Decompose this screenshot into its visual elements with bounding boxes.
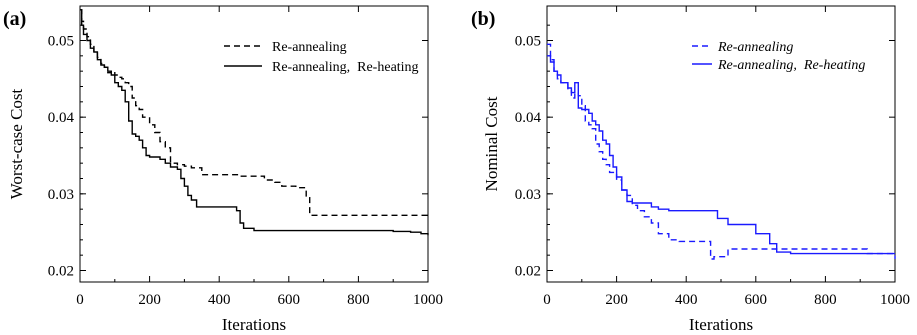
x-tick-label: 200 bbox=[138, 292, 161, 308]
y-tick-label: 0.03 bbox=[48, 187, 74, 203]
x-tick-label: 800 bbox=[347, 292, 370, 308]
x-tick-label: 400 bbox=[675, 292, 698, 308]
series-line-reannealing-reheating bbox=[547, 55, 895, 255]
x-axis-label-a: Iterations bbox=[222, 315, 286, 334]
panel-b: (b) 0 200 400 600 800 1000 0.02 0.03 0.04 0.05 It… bbox=[471, 5, 910, 334]
x-tick-label: 1000 bbox=[880, 292, 910, 308]
y-tick-label: 0.02 bbox=[48, 264, 74, 280]
y-tick-label: 0.04 bbox=[515, 110, 542, 126]
legend-label-reannealing-a: Re-annealing bbox=[272, 40, 347, 55]
plot-frame-a bbox=[79, 5, 429, 283]
ticks-b: 0 200 400 600 800 1000 0.02 0.03 0.04 0.05 bbox=[515, 6, 910, 308]
y-axis-label-b: Nominal Cost bbox=[482, 96, 501, 191]
x-tick-label: 800 bbox=[814, 292, 837, 308]
legend-b: Re-annealing Re-annealing, Re-heating bbox=[692, 40, 865, 73]
y-axis-label-a: Worst-case Cost bbox=[7, 88, 26, 199]
x-tick-label: 0 bbox=[543, 292, 551, 308]
x-tick-label: 400 bbox=[208, 292, 231, 308]
y-tick-label: 0.02 bbox=[515, 264, 541, 280]
panel-label-b: (b) bbox=[471, 8, 495, 30]
panel-label-a: (a) bbox=[3, 8, 26, 30]
x-tick-label: 200 bbox=[605, 292, 628, 308]
x-tick-label: 600 bbox=[278, 292, 301, 308]
series-lines-b bbox=[547, 43, 896, 260]
x-tick-label: 1000 bbox=[413, 292, 443, 308]
legend-a: Re-annealing Re-annealing, Re-heating bbox=[224, 40, 419, 75]
y-tick-label: 0.05 bbox=[48, 34, 74, 50]
series-line-reannealing-reheating bbox=[80, 9, 429, 236]
legend-label-reannealing-b: Re-annealing bbox=[717, 40, 793, 55]
x-tick-label: 600 bbox=[745, 292, 768, 308]
series-line-reannealing bbox=[80, 9, 428, 216]
legend-label-reheating-b: Re-annealing, Re-heating bbox=[717, 58, 865, 73]
x-axis-label-b: Iterations bbox=[689, 315, 753, 334]
series-line-reannealing bbox=[547, 43, 896, 260]
y-tick-label: 0.03 bbox=[515, 187, 541, 203]
panel-a: (a) 0 200 400 600 800 1000 0.02 0.03 0.04 0.05 It… bbox=[3, 5, 443, 334]
ticks-a: 0 200 400 600 800 1000 0.02 0.03 0.04 0.05 bbox=[48, 6, 443, 308]
y-tick-label: 0.05 bbox=[515, 34, 541, 50]
series-lines-a bbox=[80, 9, 429, 236]
legend-label-reheating-a: Re-annealing, Re-heating bbox=[272, 60, 419, 75]
x-tick-label: 0 bbox=[76, 292, 84, 308]
y-tick-label: 0.04 bbox=[48, 110, 75, 126]
